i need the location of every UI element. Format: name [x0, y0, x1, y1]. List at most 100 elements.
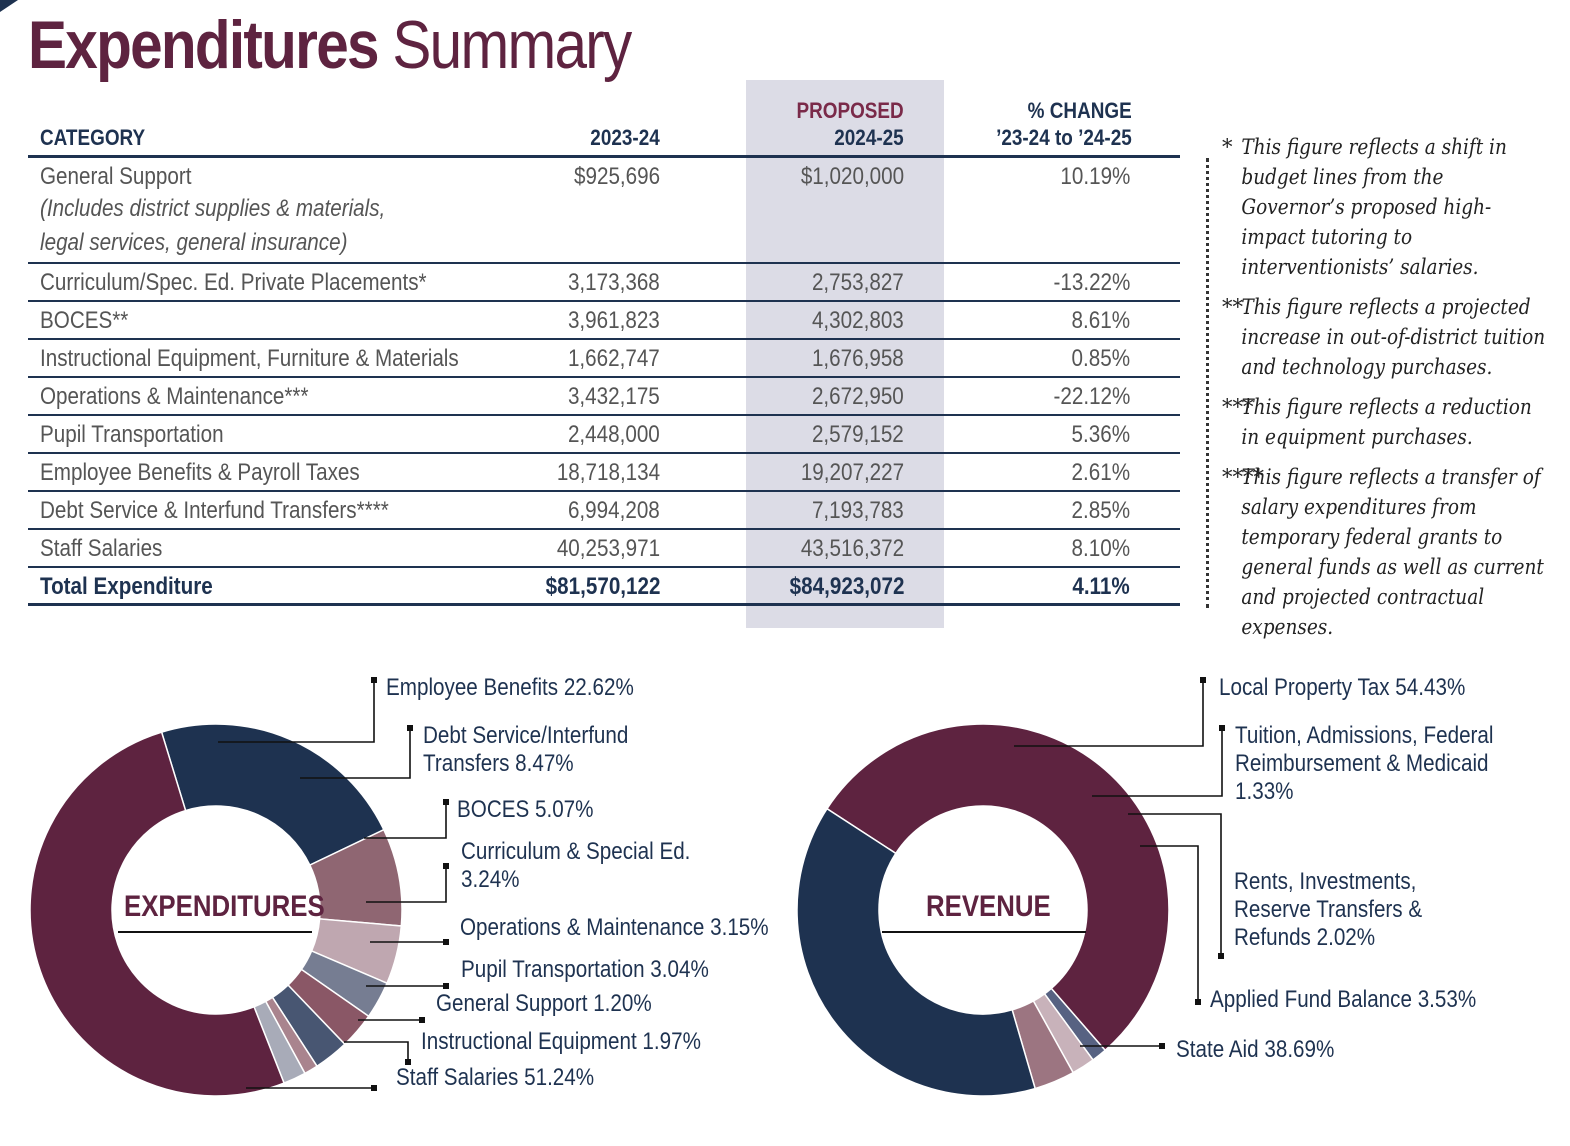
slice-label-line: Rents, Investments,: [1234, 868, 1417, 895]
header-change-range: ’23-24 to ’24-25: [996, 125, 1132, 150]
row-category: Staff Salaries: [40, 535, 163, 562]
revenue-slice: [796, 807, 1037, 1097]
row-change: -22.12%: [1053, 383, 1130, 410]
slice-label-line: State Aid 38.69%: [1176, 1036, 1335, 1063]
header-change-label: % CHANGE: [1027, 98, 1132, 123]
row-2024-25: 1,676,958: [812, 345, 904, 372]
footnote: * This figure reflects a shift in budget …: [1222, 132, 1562, 282]
slice-label-line: Employee Benefits 22.62%: [386, 674, 634, 701]
slice-label: Tuition, Admissions, Federal Reimbursemen…: [1235, 722, 1493, 806]
slice-label-line: Staff Salaries 51.24%: [396, 1064, 595, 1091]
leader-end-marker: [371, 677, 377, 683]
row-2023-24: 3,432,175: [568, 383, 660, 410]
slice-label: Operations & Maintenance 3.15%: [460, 914, 769, 942]
footnote-divider: [1206, 158, 1209, 608]
leader-line: [300, 728, 411, 779]
leader-end-marker: [371, 1085, 377, 1091]
leader-end-marker: [443, 799, 449, 805]
table-row: Instructional Equipment, Furniture & Mat…: [28, 340, 1180, 378]
row-2024-25: 19,207,227: [800, 459, 904, 486]
row-category: Instructional Equipment, Furniture & Mat…: [40, 345, 459, 372]
leader-end-marker: [1195, 999, 1201, 1005]
slice-label-line: Tuition, Admissions, Federal: [1235, 722, 1494, 749]
table-row: Curriculum/Spec. Ed. Private Placements*…: [28, 264, 1180, 302]
slice-label: Employee Benefits 22.62%: [386, 674, 634, 702]
leader-end-marker: [419, 1017, 425, 1023]
expenditure-slice: [160, 723, 385, 867]
slice-label-line: Local Property Tax 54.43%: [1219, 674, 1466, 701]
slice-label-line: Reimbursement & Medicaid: [1235, 750, 1489, 777]
table-row: Debt Service & Interfund Transfers**** 6…: [28, 492, 1180, 530]
total-2023-24: $81,570,122: [545, 573, 660, 600]
leader-end-marker: [1219, 725, 1225, 731]
row-change: 5.36%: [1071, 421, 1130, 448]
row-2023-24: 1,662,747: [568, 345, 660, 372]
row-2024-25: $1,020,000: [800, 163, 904, 190]
header-proposed-year: 2024-25: [834, 125, 904, 150]
leader-end-marker: [443, 939, 449, 945]
table-row: BOCES** 3,961,823 4,302,803 8.61%: [28, 302, 1180, 340]
proposed-column-shading: [746, 80, 944, 628]
leader-end-marker: [407, 725, 413, 731]
leader-end-marker: [405, 1059, 411, 1065]
slice-label: Rents, Investments, Reserve Transfers & Re…: [1234, 868, 1422, 952]
footnote-text: This figure reflects a transfer of salar…: [1241, 465, 1544, 639]
footnote-mark: ****: [1222, 465, 1264, 489]
row-2023-24: $925,696: [573, 163, 660, 190]
page-title: Expenditures Summary: [28, 7, 632, 83]
row-category: Employee Benefits & Payroll Taxes: [40, 459, 360, 486]
row-2024-25: 7,193,783: [812, 497, 904, 524]
row-category: Curriculum/Spec. Ed. Private Placements*: [40, 269, 427, 296]
leader-line: [1128, 813, 1222, 956]
row-2024-25: 2,753,827: [812, 269, 904, 296]
leader-end-marker: [1159, 1043, 1165, 1049]
donut-charts: [29, 677, 1225, 1097]
table-row: General Support (Includes district suppl…: [28, 158, 1180, 264]
slice-label-line: Instructional Equipment 1.97%: [421, 1028, 701, 1055]
slice-label-line: Debt Service/Interfund: [423, 722, 629, 749]
slice-label-line: Reserve Transfers &: [1234, 896, 1423, 923]
row-2023-24: 40,253,971: [556, 535, 660, 562]
slice-label-line: Curriculum & Special Ed.: [461, 838, 691, 865]
row-change: 8.10%: [1071, 535, 1130, 562]
slice-label-line: Pupil Transportation 3.04%: [461, 956, 709, 983]
total-label: Total Expenditure: [40, 573, 213, 600]
slice-label: General Support 1.20%: [436, 990, 652, 1018]
footnote-mark: *: [1222, 135, 1233, 159]
row-2023-24: 3,173,368: [568, 269, 660, 296]
slice-label-line: Refunds 2.02%: [1234, 924, 1376, 951]
slice-label-line: Transfers 8.47%: [423, 750, 574, 777]
row-category-note: (Includes district supplies & materials,: [40, 195, 386, 222]
row-category: BOCES**: [40, 307, 129, 334]
slice-label-line: General Support 1.20%: [436, 990, 652, 1017]
corner-decoration: [0, 0, 18, 12]
footnote-mark: **: [1222, 295, 1243, 319]
row-2023-24: 3,961,823: [568, 307, 660, 334]
total-2024-25: $84,923,072: [789, 573, 904, 600]
leader-line: [1140, 845, 1199, 1002]
table-row: Staff Salaries 40,253,971 43,516,372 8.1…: [28, 530, 1180, 568]
footnotes: * This figure reflects a shift in budget …: [1222, 132, 1562, 652]
header-category: CATEGORY: [40, 125, 146, 150]
leader-end-marker: [443, 983, 449, 989]
footnote: ** This figure reflects a projected incre…: [1222, 292, 1562, 382]
row-2023-24: 6,994,208: [568, 497, 660, 524]
leader-line: [364, 802, 447, 839]
row-change: 0.85%: [1071, 345, 1130, 372]
footnote-text: This figure reflects a projected increas…: [1241, 295, 1546, 379]
total-row: Total Expenditure $81,570,122 $84,923,07…: [28, 568, 1180, 606]
row-category: Pupil Transportation: [40, 421, 224, 448]
table-header: CATEGORY 2023-24 PROPOSED 2024-25 % CHAN…: [28, 90, 1180, 158]
row-change: 2.61%: [1071, 459, 1130, 486]
slice-label: Applied Fund Balance 3.53%: [1210, 986, 1476, 1014]
leader-end-marker: [1200, 677, 1206, 683]
row-category: Operations & Maintenance***: [40, 383, 309, 410]
row-2024-25: 43,516,372: [800, 535, 904, 562]
total-change: 4.11%: [1072, 573, 1130, 600]
slice-label-line: Operations & Maintenance 3.15%: [460, 914, 769, 941]
row-category: Debt Service & Interfund Transfers****: [40, 497, 389, 524]
footnote-text: This figure reflects a shift in budget l…: [1241, 135, 1507, 279]
leader-line: [1092, 728, 1223, 797]
leader-line: [1014, 680, 1204, 747]
expenditures-chart-title: EXPENDITURES: [124, 890, 325, 923]
